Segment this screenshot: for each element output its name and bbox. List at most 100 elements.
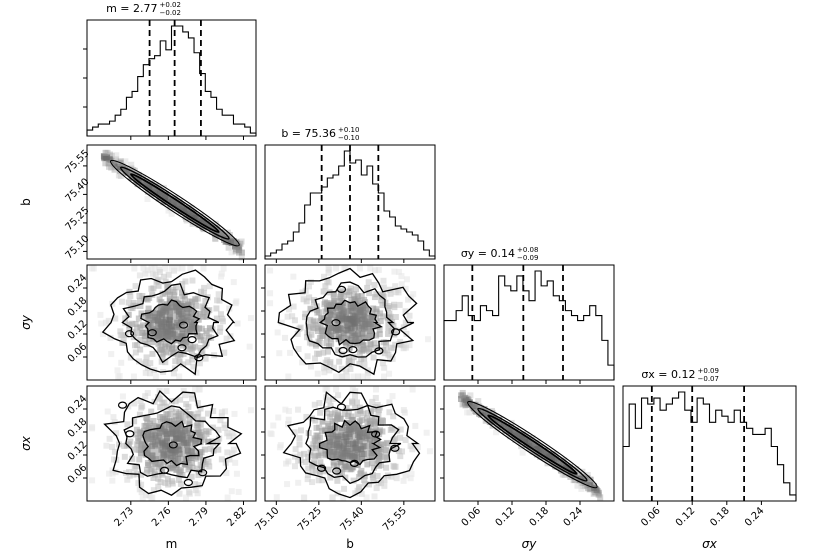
density-cell — [204, 410, 211, 417]
density-cell — [310, 319, 317, 326]
density-cell — [312, 442, 319, 449]
density-cell — [360, 429, 367, 436]
density-cell — [353, 439, 360, 446]
density-cell — [120, 334, 127, 341]
title-plus-b: +0.10 — [338, 126, 359, 134]
density-cell — [342, 474, 349, 481]
density-cell — [284, 481, 291, 488]
density-cell — [273, 494, 280, 501]
density-cell — [371, 281, 378, 288]
density-cell — [176, 430, 183, 437]
density-cell — [360, 346, 367, 353]
density-cell — [355, 473, 362, 480]
density-cell — [345, 413, 352, 420]
density-cell — [376, 326, 383, 333]
density-cell — [179, 265, 186, 272]
density-cell — [149, 456, 156, 463]
density-cell — [350, 416, 357, 423]
density-cell — [333, 373, 340, 380]
density-cell — [206, 325, 213, 332]
density-cell — [146, 312, 153, 319]
contours-b-sx — [282, 391, 421, 499]
density-cell — [344, 448, 351, 455]
density-cell — [302, 458, 309, 465]
density-cell — [518, 443, 525, 450]
density-cell — [169, 304, 176, 311]
xtick-label-sy: 0.18 — [528, 505, 552, 529]
density-cell — [360, 342, 367, 349]
density-cell — [291, 463, 298, 470]
density-cell — [333, 440, 340, 447]
density-cell — [359, 451, 366, 458]
density-cell — [228, 249, 235, 256]
density-cell — [403, 276, 410, 283]
density-cell — [357, 470, 364, 477]
density-cell — [218, 273, 225, 280]
xlabel-m: m — [166, 537, 178, 551]
contour-level-0 — [467, 400, 598, 489]
density-cell — [387, 290, 394, 297]
density-cell — [339, 455, 346, 462]
density-cell — [373, 449, 380, 456]
density-cell — [99, 331, 106, 338]
density-cell — [131, 265, 138, 272]
density-cell — [375, 459, 382, 466]
density-cell — [285, 416, 292, 423]
density-cell — [342, 431, 349, 438]
density-cell — [361, 477, 368, 484]
density-cell — [367, 420, 374, 427]
density-cell — [200, 337, 207, 344]
density-cell — [136, 292, 143, 299]
density-cell — [200, 471, 207, 478]
density-cell — [188, 435, 195, 442]
density-cell — [316, 309, 323, 316]
density-cell — [207, 445, 214, 452]
density-cell — [226, 456, 233, 463]
title-minus-m: −0.02 — [160, 9, 181, 17]
density-cell — [408, 470, 415, 477]
density-cell — [189, 327, 196, 334]
density-cell — [168, 210, 175, 217]
density-cell — [316, 469, 323, 476]
contours-b-sy — [277, 267, 418, 376]
density-cell — [179, 280, 186, 287]
density-cell — [322, 447, 329, 454]
density-cell — [267, 267, 274, 274]
density-cell — [330, 442, 337, 449]
density-cell — [395, 268, 402, 275]
density-cell — [327, 438, 334, 445]
density-cell — [181, 296, 188, 303]
contour-level-2 — [129, 173, 220, 234]
density-cell — [121, 453, 128, 460]
density-cell — [356, 404, 363, 411]
density-cell — [156, 331, 163, 338]
density-cell — [189, 395, 196, 402]
density-cell — [358, 490, 365, 497]
density-cell — [352, 404, 359, 411]
density-cell — [362, 435, 369, 442]
density-cell — [189, 321, 196, 328]
panel-frame-3-3 — [622, 385, 797, 502]
density-cell — [221, 421, 228, 428]
density-cell — [400, 477, 407, 484]
density-cell — [202, 297, 209, 304]
density-cell — [359, 456, 366, 463]
ytick-label-sx: 0.24 — [66, 393, 90, 417]
contour-level-0 — [109, 159, 240, 247]
density-cell — [489, 422, 496, 429]
density-cell — [174, 307, 181, 314]
density-cell — [155, 463, 162, 470]
density-cell — [197, 462, 204, 469]
density-cell — [134, 441, 141, 448]
density-cell — [117, 332, 124, 339]
density-cell — [407, 475, 414, 482]
density-cell — [215, 426, 222, 433]
density-cell — [340, 315, 347, 322]
density-cell — [159, 351, 166, 358]
density-cell — [352, 393, 359, 400]
density-cell — [137, 398, 144, 405]
density-cell — [113, 156, 120, 163]
density-cell — [137, 442, 144, 449]
density-cell — [368, 441, 375, 448]
density-cell — [218, 409, 225, 416]
